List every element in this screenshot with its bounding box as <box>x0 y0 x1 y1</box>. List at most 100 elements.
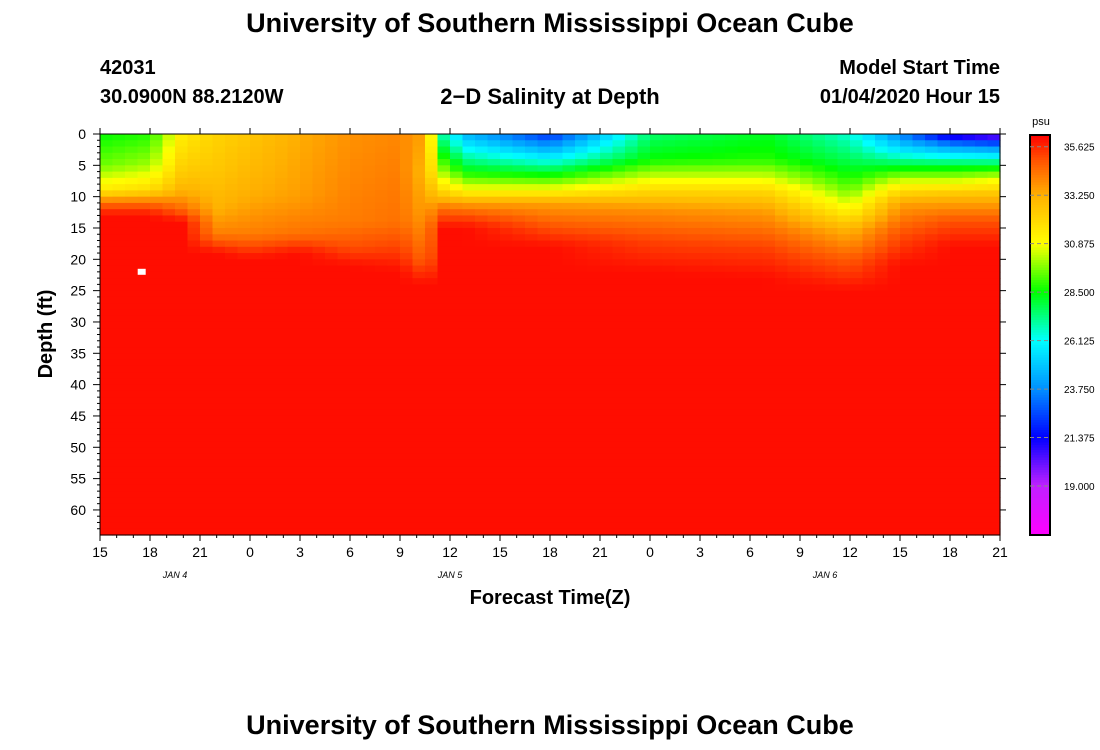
heatmap-cell <box>862 321 876 329</box>
heatmap-cell <box>787 478 801 486</box>
heatmap-cell <box>562 497 576 505</box>
heatmap-cell <box>662 290 676 298</box>
heatmap-cell <box>875 240 889 248</box>
heatmap-cell <box>662 447 676 455</box>
heatmap-cell <box>687 528 701 536</box>
heatmap-cell <box>850 140 864 148</box>
heatmap-cell <box>462 296 476 304</box>
heatmap-cell <box>650 491 664 499</box>
heatmap-cell <box>237 259 251 267</box>
heatmap-cell <box>325 447 339 455</box>
heatmap-cell <box>525 459 539 467</box>
heatmap-cell <box>100 284 114 292</box>
heatmap-cell <box>112 209 126 217</box>
heatmap-cell <box>925 202 939 210</box>
heatmap-cell <box>262 328 276 336</box>
heatmap-cell <box>125 253 139 260</box>
heatmap-cell <box>500 253 514 260</box>
heatmap-cell <box>875 516 889 524</box>
heatmap-cell <box>987 165 1001 173</box>
heatmap-cell <box>937 296 951 304</box>
heatmap-cell <box>887 215 901 223</box>
heatmap-cell <box>387 422 401 430</box>
heatmap-cell <box>275 309 289 317</box>
heatmap-cell <box>262 227 276 235</box>
heatmap-cell <box>787 259 801 267</box>
heatmap-cell <box>987 365 1001 373</box>
heatmap-cell <box>200 334 214 342</box>
heatmap-cell <box>562 284 576 292</box>
heatmap-cell <box>175 353 189 361</box>
heatmap-cell <box>387 184 401 191</box>
heatmap-cell <box>612 315 626 323</box>
heatmap-cell <box>175 497 189 505</box>
heatmap-cell <box>825 403 839 411</box>
heatmap-cell <box>575 378 589 386</box>
heatmap-cell <box>700 159 714 166</box>
heatmap-cell <box>250 441 264 448</box>
heatmap-cell <box>625 171 639 179</box>
heatmap-cell <box>325 347 339 354</box>
heatmap-cell <box>875 340 889 348</box>
heatmap-cell <box>137 466 151 473</box>
heatmap-cell <box>312 353 326 361</box>
heatmap-cell <box>462 478 476 486</box>
heatmap-cell <box>362 347 376 354</box>
heatmap-cell <box>287 365 301 373</box>
heatmap-cell <box>450 466 464 473</box>
heatmap-cell <box>625 284 639 292</box>
colorbar-segment <box>1030 155 1050 159</box>
heatmap-cell <box>287 227 301 235</box>
heatmap-cell <box>625 246 639 254</box>
heatmap-cell <box>875 478 889 486</box>
heatmap-cell <box>712 422 726 430</box>
heatmap-cell <box>500 428 514 436</box>
heatmap-cell <box>337 334 351 342</box>
heatmap-cell <box>587 146 601 154</box>
heatmap-cell <box>300 403 314 411</box>
heatmap-cell <box>725 296 739 304</box>
heatmap-cell <box>737 347 751 354</box>
heatmap-cell <box>950 497 964 505</box>
heatmap-cell <box>450 253 464 260</box>
heatmap-cell <box>312 497 326 505</box>
heatmap-cell <box>300 240 314 248</box>
heatmap-cell <box>287 196 301 204</box>
heatmap-cell <box>562 491 576 499</box>
heatmap-cell <box>500 196 514 204</box>
heatmap-cell <box>462 202 476 210</box>
heatmap-cell <box>150 134 164 141</box>
heatmap-cell <box>962 434 976 442</box>
heatmap-cell <box>187 422 201 430</box>
heatmap-cell <box>587 309 601 317</box>
heatmap-cell <box>925 303 939 311</box>
heatmap-cell <box>700 434 714 442</box>
heatmap-cell <box>425 434 439 442</box>
heatmap-cell <box>875 234 889 242</box>
heatmap-cell <box>325 453 339 461</box>
heatmap-cell <box>925 253 939 260</box>
heatmap-cell <box>287 290 301 298</box>
heatmap-cell <box>825 159 839 166</box>
heatmap-cell <box>775 190 789 198</box>
heatmap-cell <box>100 227 114 235</box>
heatmap-cell <box>512 497 526 505</box>
heatmap-cell <box>937 516 951 524</box>
heatmap-cell <box>550 466 564 473</box>
heatmap-cell <box>212 434 226 442</box>
heatmap-cell <box>525 177 539 185</box>
heatmap-cell <box>225 403 239 411</box>
heatmap-cell <box>587 196 601 204</box>
heatmap-cell <box>687 491 701 499</box>
heatmap-cell <box>450 321 464 329</box>
heatmap-cell <box>362 134 376 141</box>
heatmap-cell <box>662 334 676 342</box>
heatmap-cell <box>362 522 376 530</box>
heatmap-cell <box>387 221 401 229</box>
heatmap-cell <box>450 503 464 511</box>
heatmap-cell <box>187 190 201 198</box>
heatmap-cell <box>712 516 726 524</box>
heatmap-cell <box>887 503 901 511</box>
heatmap-cell <box>350 140 364 148</box>
